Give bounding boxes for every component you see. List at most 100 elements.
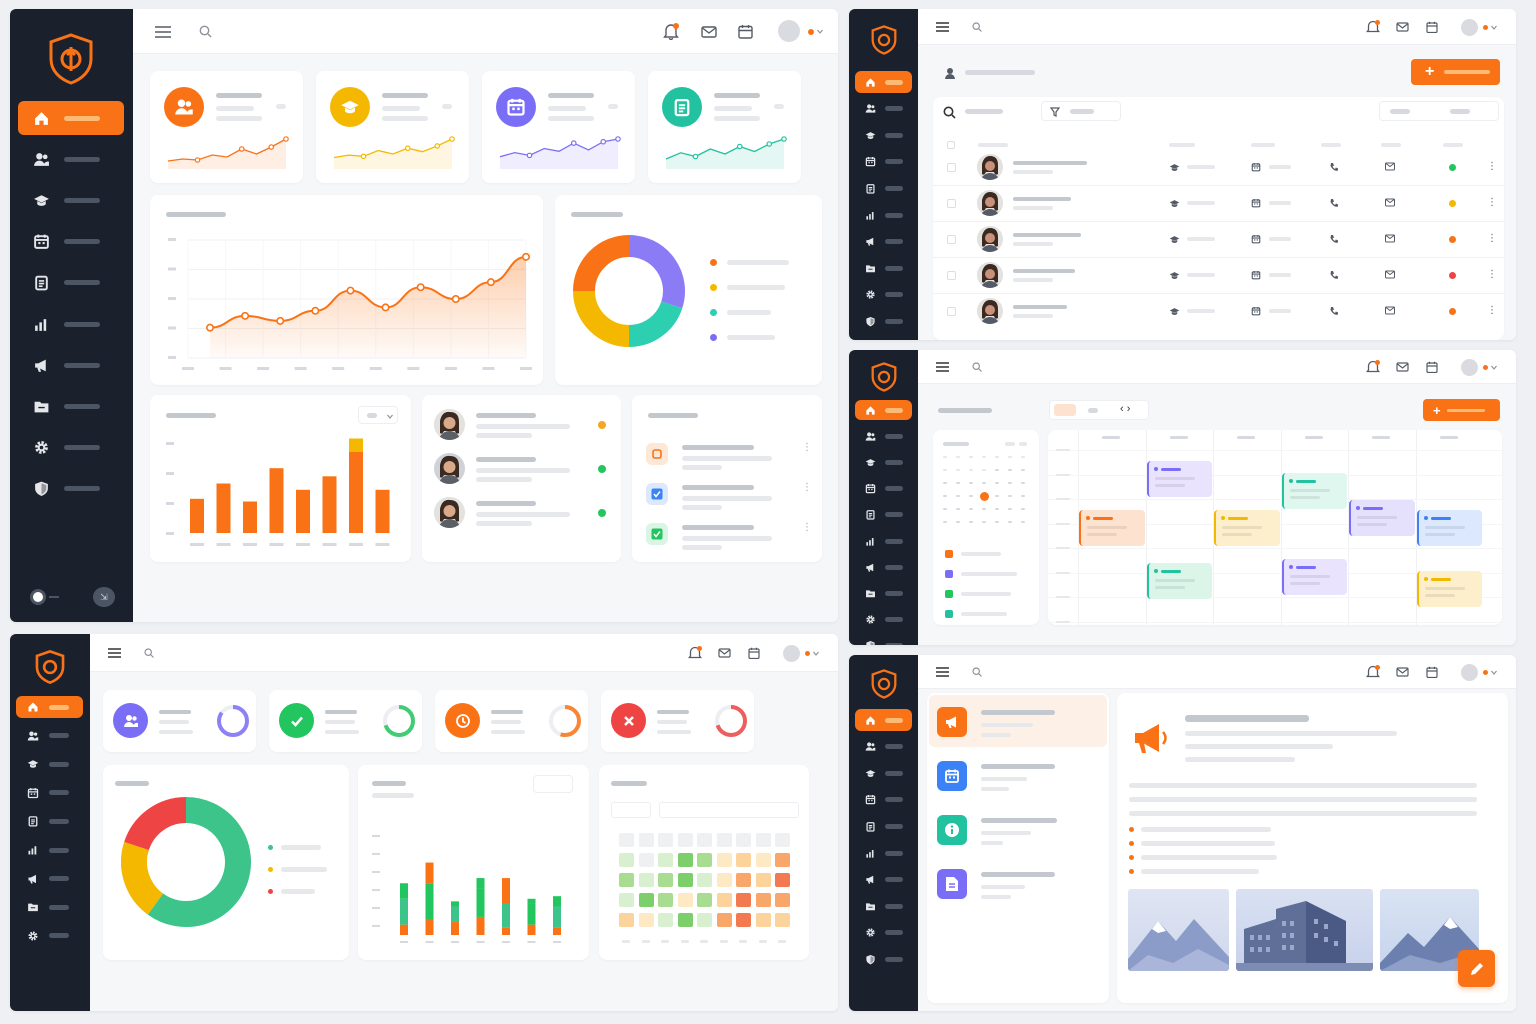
- heatmap-cell[interactable]: [775, 893, 790, 907]
- sidebar-item-calendar[interactable]: [18, 225, 124, 259]
- avatar[interactable]: [977, 298, 1003, 324]
- stat-card-absent[interactable]: [601, 690, 754, 752]
- row-checkbox[interactable]: [947, 235, 956, 244]
- more-options-icon[interactable]: ⋮: [802, 482, 812, 493]
- sort-select[interactable]: [1379, 101, 1499, 121]
- chevron-down-icon[interactable]: [1491, 25, 1497, 30]
- sidebar-item-bar-chart[interactable]: [855, 204, 912, 226]
- heatmap-cell[interactable]: [755, 893, 771, 907]
- heatmap-cell[interactable]: [736, 873, 751, 887]
- stat-card-events[interactable]: [482, 71, 635, 183]
- sidebar-item-megaphone[interactable]: [16, 868, 83, 890]
- heatmap-cell[interactable]: [736, 853, 751, 867]
- sidebar-item-home[interactable]: [855, 71, 912, 93]
- calendar-day[interactable]: [1008, 482, 1012, 484]
- calendar-icon[interactable]: [1426, 666, 1438, 678]
- heatmap-cell[interactable]: [619, 893, 634, 907]
- menu-icon[interactable]: [936, 22, 949, 32]
- calendar-day[interactable]: [943, 482, 947, 484]
- user-avatar[interactable]: [1461, 19, 1478, 36]
- sidebar-item-home[interactable]: [855, 709, 912, 731]
- heatmap-cell[interactable]: [755, 853, 771, 867]
- calendar-event[interactable]: [1146, 563, 1212, 600]
- sidebar-item-megaphone[interactable]: [855, 231, 912, 253]
- avatar[interactable]: [977, 226, 1003, 252]
- heatmap-cell[interactable]: [716, 893, 732, 907]
- task-checkbox[interactable]: [646, 443, 668, 465]
- calendar-day[interactable]: [982, 521, 986, 523]
- today-marker[interactable]: [980, 492, 989, 501]
- search-icon[interactable]: [144, 648, 154, 658]
- edit-fab-button[interactable]: [1458, 950, 1495, 987]
- sidebar-item-clipboard[interactable]: [16, 810, 83, 832]
- more-options-icon[interactable]: ⋮: [1487, 269, 1497, 280]
- stat-card-students[interactable]: [150, 71, 303, 183]
- search-icon[interactable]: [943, 106, 956, 119]
- calendar-day[interactable]: [969, 495, 973, 497]
- sidebar-item-gear[interactable]: [855, 610, 912, 630]
- heatmap-cell[interactable]: [697, 913, 712, 927]
- mail-icon[interactable]: [718, 648, 731, 658]
- sidebar-item-graduation-cap[interactable]: [16, 753, 83, 775]
- heatmap-cell[interactable]: [736, 893, 751, 907]
- bell-icon[interactable]: [1366, 665, 1380, 679]
- heatmap-cell[interactable]: [677, 913, 693, 927]
- heatmap-cell[interactable]: [619, 853, 634, 867]
- heatmap-cell[interactable]: [619, 833, 634, 847]
- announcement-item[interactable]: [929, 803, 1107, 855]
- heatmap-cell[interactable]: [716, 913, 732, 927]
- mail-icon[interactable]: [1396, 22, 1409, 32]
- heatmap-cell[interactable]: [736, 833, 751, 847]
- sidebar-item-calendar[interactable]: [855, 151, 912, 173]
- more-options-icon[interactable]: ⋮: [1487, 197, 1497, 208]
- sidebar-item-bar-chart[interactable]: [855, 531, 912, 551]
- sidebar-item-graduation-cap[interactable]: [855, 452, 912, 472]
- heatmap-cell[interactable]: [658, 893, 673, 907]
- calendar-day[interactable]: [956, 508, 960, 510]
- heatmap-cell[interactable]: [716, 853, 732, 867]
- sidebar-item-users[interactable]: [18, 142, 124, 176]
- calendar-day[interactable]: [969, 508, 973, 510]
- user-avatar[interactable]: [1461, 664, 1478, 681]
- calendar-event[interactable]: [1416, 509, 1482, 546]
- avatar[interactable]: [434, 453, 465, 484]
- heatmap-cell[interactable]: [755, 913, 771, 927]
- chevron-down-icon[interactable]: [813, 651, 819, 656]
- calendar-day[interactable]: [1021, 482, 1025, 484]
- heatmap-cell[interactable]: [677, 873, 693, 887]
- announcement-item[interactable]: [929, 857, 1107, 909]
- new-event-button[interactable]: +: [1423, 399, 1500, 421]
- bell-icon[interactable]: [1366, 20, 1380, 34]
- search-icon[interactable]: [972, 22, 982, 32]
- sidebar-item-home[interactable]: [855, 400, 912, 420]
- calendar-day[interactable]: [956, 495, 960, 497]
- calendar-event[interactable]: [1281, 472, 1347, 509]
- sidebar-item-users[interactable]: [855, 98, 912, 120]
- calendar-day[interactable]: [943, 521, 947, 523]
- row-checkbox[interactable]: [947, 307, 956, 316]
- calendar-day[interactable]: [982, 508, 986, 510]
- sidebar-item-megaphone[interactable]: [18, 348, 124, 382]
- heatmap-cell[interactable]: [716, 873, 732, 887]
- sidebar-item-bar-chart[interactable]: [855, 842, 912, 864]
- calendar-day[interactable]: [1008, 508, 1012, 510]
- chevron-down-icon[interactable]: [1491, 670, 1497, 675]
- category-checkbox[interactable]: [945, 550, 953, 558]
- heatmap-cell[interactable]: [716, 833, 732, 847]
- category-checkbox[interactable]: [945, 570, 953, 578]
- calendar-event[interactable]: [1416, 570, 1482, 607]
- calendar-day[interactable]: [1021, 495, 1025, 497]
- select-all-checkbox[interactable]: [947, 141, 955, 149]
- stat-card-total-students[interactable]: [103, 690, 256, 752]
- sidebar-item-shield[interactable]: [855, 948, 912, 970]
- row-checkbox[interactable]: [947, 199, 956, 208]
- menu-icon[interactable]: [108, 648, 121, 658]
- calendar-day[interactable]: [1008, 469, 1012, 471]
- avatar[interactable]: [434, 409, 465, 440]
- bell-icon[interactable]: [663, 23, 679, 40]
- heatmap-cell[interactable]: [755, 833, 771, 847]
- sidebar-item-graduation-cap[interactable]: [18, 183, 124, 217]
- calendar-day[interactable]: [995, 521, 999, 523]
- period-select[interactable]: [533, 775, 573, 793]
- row-checkbox[interactable]: [947, 271, 956, 280]
